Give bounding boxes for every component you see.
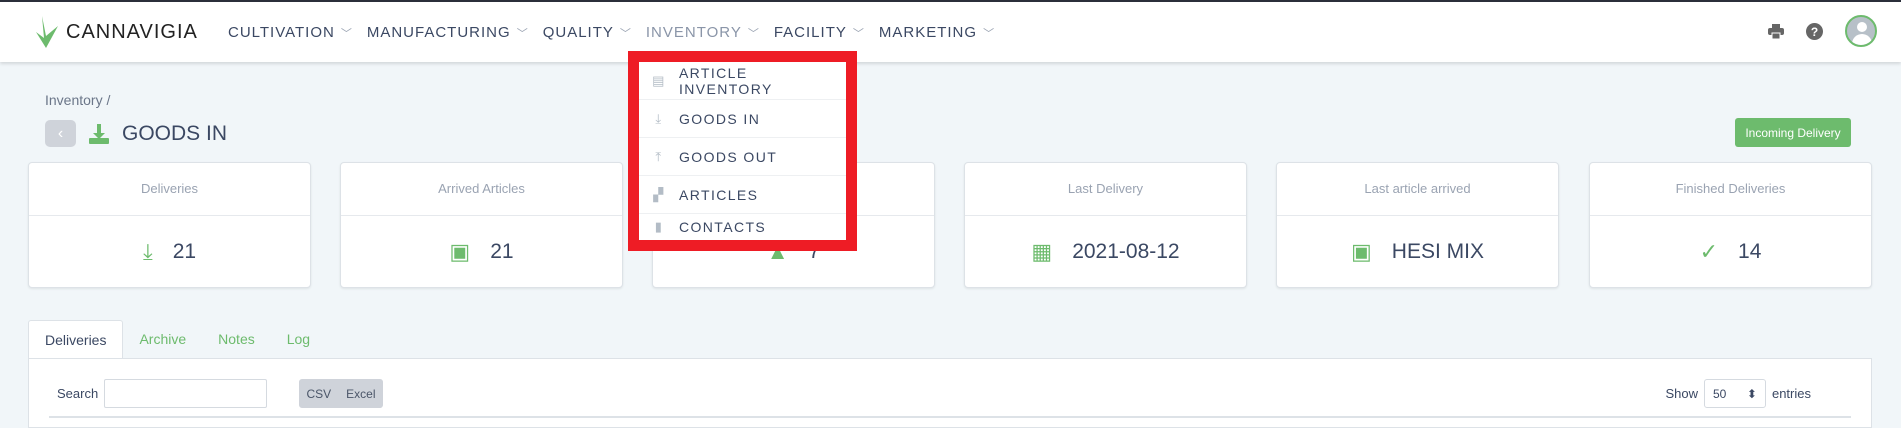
- download-icon: ⤓: [655, 110, 663, 126]
- tab-archive[interactable]: Archive: [139, 331, 187, 347]
- menu-label: ARTICLE INVENTORY: [678, 64, 773, 97]
- search-input[interactable]: [104, 379, 267, 408]
- entries-label: entries: [1771, 386, 1811, 401]
- entries-value: 50: [1712, 386, 1727, 401]
- card-value: 14: [1738, 240, 1762, 263]
- menu-label: GOODS OUT: [679, 148, 778, 165]
- address-book-icon: ▮: [654, 219, 664, 234]
- card-value: 21: [490, 240, 514, 263]
- menu-label: ARTICLES: [679, 186, 759, 203]
- top-navbar: CANNAVIGIA CULTIVATION ﹀ MANUFACTURING ﹀ Q…: [0, 0, 1901, 62]
- logo[interactable]: CANNAVIGIA: [34, 14, 198, 50]
- nav-label: MARKETING: [878, 24, 978, 41]
- show-label: Show: [1665, 386, 1698, 401]
- tab-bar: Deliveries Archive Notes Log: [28, 320, 326, 359]
- nav-inventory[interactable]: INVENTORY ﹀: [646, 24, 760, 41]
- export-buttons: CSV Excel: [299, 379, 383, 408]
- tab-notes[interactable]: Notes: [218, 331, 255, 347]
- calendar-icon: ▦: [1031, 239, 1053, 264]
- tab-deliveries[interactable]: Deliveries: [28, 320, 124, 359]
- menu-item-contacts[interactable]: ▮ CONTACTS: [639, 214, 846, 240]
- card-title: Finished Deliveries: [1590, 163, 1871, 216]
- divider: [49, 416, 1851, 418]
- card-value: 7: [808, 240, 821, 263]
- warehouse-icon: ▤: [652, 72, 666, 88]
- search-label: Search: [57, 386, 99, 401]
- download-icon: ⤓: [142, 239, 153, 264]
- svg-text:?: ?: [1811, 25, 1818, 39]
- back-button[interactable]: ‹: [45, 120, 76, 147]
- chevron-down-icon: ﹀: [747, 27, 760, 40]
- breadcrumb[interactable]: Inventory /: [45, 92, 111, 108]
- nav-label: CULTIVATION: [228, 24, 335, 41]
- card-title: Last Delivery: [965, 163, 1246, 216]
- csv-button[interactable]: CSV: [306, 386, 332, 401]
- incoming-delivery-button[interactable]: Incoming Delivery: [1735, 118, 1851, 147]
- leaf-logo-icon: [36, 16, 58, 48]
- deliveries-panel: Search CSV Excel Show 50 ⬍ entries: [28, 358, 1872, 428]
- box-icon: ▣: [449, 239, 471, 264]
- chevron-down-icon: ﹀: [516, 27, 529, 40]
- nav-label: QUALITY: [542, 24, 614, 41]
- inventory-dropdown-menu: ▤ ARTICLE INVENTORY ⤓ GOODS IN ⤒ GOODS OUT …: [628, 51, 857, 251]
- card-title: Last article arrived: [1277, 163, 1558, 216]
- menu-label: GOODS IN: [679, 110, 761, 127]
- menu-item-goods-out[interactable]: ⤒ GOODS OUT: [639, 138, 846, 176]
- nav-facility[interactable]: FACILITY ﹀: [774, 24, 865, 41]
- avatar[interactable]: [1845, 15, 1877, 47]
- upload-icon: ⤒: [655, 148, 663, 164]
- nav-label: FACILITY: [773, 24, 847, 41]
- nav-cultivation[interactable]: CULTIVATION ﹀: [228, 24, 353, 41]
- excel-button[interactable]: Excel: [346, 386, 376, 401]
- chevron-down-icon: ﹀: [340, 27, 353, 40]
- help-icon[interactable]: ?: [1806, 22, 1823, 40]
- chevron-down-icon: ﹀: [852, 27, 865, 40]
- print-icon[interactable]: [1768, 23, 1784, 39]
- nav-label: MANUFACTURING: [366, 24, 511, 41]
- nav-marketing[interactable]: MARKETING ﹀: [879, 24, 995, 41]
- menu-item-goods-in[interactable]: ⤓ GOODS IN: [639, 100, 846, 138]
- card-value: HESI MIX: [1391, 240, 1484, 263]
- card-title: Deliveries: [29, 163, 310, 216]
- chevron-down-icon: ﹀: [983, 27, 996, 40]
- stat-card-last-article: Last article arrived ▣ HESI MIX: [1276, 162, 1559, 288]
- card-value: 2021-08-12: [1072, 240, 1180, 263]
- tab-log[interactable]: Log: [286, 331, 311, 347]
- main-nav: CULTIVATION ﹀ MANUFACTURING ﹀ QUALITY ﹀ INV…: [228, 24, 995, 41]
- stat-card-last-delivery: Last Delivery ▦ 2021-08-12: [964, 162, 1247, 288]
- menu-label: CONTACTS: [679, 219, 767, 235]
- page-title: GOODS IN: [122, 121, 228, 145]
- stat-card-finished-deliveries: Finished Deliveries ✓ 14: [1589, 162, 1872, 288]
- card-value: 21: [172, 240, 197, 263]
- card-title: Arrived Articles: [341, 163, 622, 216]
- entries-select[interactable]: 50 ⬍: [1703, 379, 1766, 408]
- chevron-down-icon: ﹀: [619, 27, 632, 40]
- sort-arrows-icon: ⬍: [1746, 386, 1757, 401]
- box-icon: ▣: [1351, 239, 1372, 264]
- menu-item-articles[interactable]: ▞ ARTICLES: [639, 176, 846, 214]
- brand-name: CANNAVIGIA: [66, 20, 198, 43]
- stat-card-deliveries: Deliveries ⤓ 21: [28, 162, 311, 288]
- nav-label: INVENTORY: [645, 24, 742, 41]
- nav-manufacturing[interactable]: MANUFACTURING ﹀: [367, 24, 529, 41]
- menu-item-article-inventory[interactable]: ▤ ARTICLE INVENTORY: [639, 62, 846, 100]
- nav-quality[interactable]: QUALITY ﹀: [543, 24, 632, 41]
- check-icon: ✓: [1699, 239, 1719, 264]
- download-icon: [89, 123, 109, 144]
- boxes-icon: ▞: [653, 186, 665, 202]
- stat-card-arrived-articles: Arrived Articles ▣ 21: [340, 162, 623, 288]
